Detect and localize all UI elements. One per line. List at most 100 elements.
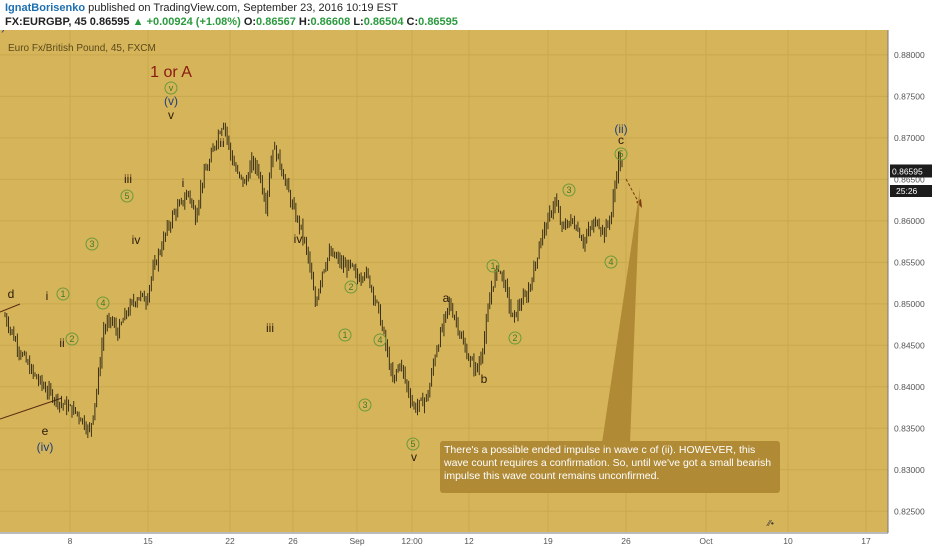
countdown-box [890,185,932,197]
wave-label: ii [219,136,224,150]
wave-label: d [8,287,15,301]
current-price: 0.86595 [89,16,130,28]
svg-text:v: v [169,83,174,93]
wave-label: ii [59,336,64,350]
x-tick-label: 22 [225,536,235,546]
svg-text:5: 5 [124,191,129,201]
wave-label: a [443,291,450,305]
wave-label: i [46,289,49,303]
x-tick-label: 8 [68,536,73,546]
wave-label: (i) [0,30,5,33]
author-link[interactable]: IgnatBorisenko [5,2,86,14]
x-tick-label: Sep [349,536,364,546]
svg-text:2: 2 [69,334,74,344]
svg-text:1: 1 [60,289,65,299]
x-tick-label: 15 [143,536,153,546]
x-tick-label: 26 [621,536,631,546]
x-tick-label: 19 [543,536,553,546]
svg-text:3: 3 [89,239,94,249]
y-tick-label: 0.84500 [894,340,925,350]
symbol-info: FX:EURGBP, 45 0.86595 ▲ +0.00924 (+1.08%… [5,16,458,28]
x-tick-label: 12:00 [401,536,423,546]
svg-text:2: 2 [348,282,353,292]
y-tick-label: 0.86500 [894,174,925,184]
last-price-marker: 0.86595 25:26 [890,164,932,197]
wave-circle: 4 [373,333,387,347]
wave-circle: 1 [338,328,352,342]
price-series [4,122,623,439]
wave-circle: 3 [358,398,372,412]
x-tick-label: 26 [288,536,298,546]
wave-label: i [182,176,185,190]
wave-circle: 2 [344,280,358,294]
last-price-box [890,164,932,178]
y-tick-label: 0.82500 [894,506,925,516]
trendline-upper [0,303,21,313]
open-label: O: [243,16,257,28]
wave-label: iii [266,321,274,335]
wave-label: iv [132,233,141,247]
price-change: +0.00924 (+1.08%) [146,16,241,28]
low-label: L: [353,16,364,28]
y-tick-label: 0.84000 [894,382,925,392]
wave-circle: 1 [56,287,70,301]
y-tick-label: 0.87000 [894,133,925,143]
wave-circle: 5 [120,189,134,203]
y-axis-ticks: 0.88000 0.87500 0.87000 0.86500 0.86000 0.855… [894,50,925,516]
callout-box [440,441,780,493]
svg-text:4: 4 [608,257,613,267]
trendline-lower [0,397,63,420]
y-tick-label: 0.87500 [894,91,925,101]
last-price-label: 0.86595 [892,166,923,176]
y-tick-label: 0.88000 [894,50,925,60]
publish-header: IgnatBorisenko published on TradingView.… [0,0,932,30]
wave-circle: 3 [85,237,99,251]
y-tick-label: 0.83500 [894,423,925,433]
y-tick-label: 0.85500 [894,257,925,267]
wave-label: iv [294,232,303,246]
annotation-callout: There's a possible ended impulse in wave… [440,188,780,493]
close-value: 0.86595 [418,16,458,28]
wave-circle-labels: 1 2 3 4 5 v 2 1 4 3 5 1 2 3 4 5 [56,81,628,451]
wave-circle: 1 [486,259,500,273]
wave-circle: 2 [65,332,79,346]
close-label: C: [406,16,419,28]
x-tick-label: 17 [861,536,871,546]
wave-label: 1 or A [150,64,192,81]
wave-circle: 5 [614,147,628,161]
symbol-label: FX:EURGBP, 45 [5,16,87,28]
svg-text:5: 5 [410,439,415,449]
wave-label: (v) [164,94,178,108]
trendlines [0,303,63,420]
publish-info: IgnatBorisenko published on TradingView.… [5,2,398,14]
wave-circle: 4 [96,296,110,310]
svg-text:5: 5 [618,149,623,159]
wave-label: (ii) [614,122,627,136]
svg-text:4: 4 [377,335,382,345]
wave-label: v [411,450,417,464]
wave-label: b [481,372,488,386]
scroll-ellipsis-icon[interactable]: ⁄⁄• [766,518,774,528]
wave-circle: 5 [406,437,420,451]
change-arrow-icon: ▲ [132,16,144,28]
x-tick-label: 10 [783,536,793,546]
x-tick-label: 12 [464,536,474,546]
wave-label: (iv) [37,440,54,454]
svg-text:2: 2 [512,333,517,343]
high-label: H: [298,16,311,28]
svg-text:3: 3 [566,185,571,195]
svg-text:3: 3 [362,400,367,410]
wave-circle: 3 [562,183,576,197]
publish-text: published on TradingView.com, September … [88,2,398,14]
y-tick-label: 0.86000 [894,216,925,226]
y-tick-label: 0.85000 [894,299,925,309]
wave-label: iii [124,172,132,186]
y-tick-label: 0.83000 [894,465,925,475]
chart-title: Euro Fx/British Pound, 45, FXCM [8,43,156,54]
wave-label: e [42,424,49,438]
open-value: 0.86567 [256,16,296,28]
callout-pointer [602,188,640,443]
svg-text:1: 1 [490,261,495,271]
